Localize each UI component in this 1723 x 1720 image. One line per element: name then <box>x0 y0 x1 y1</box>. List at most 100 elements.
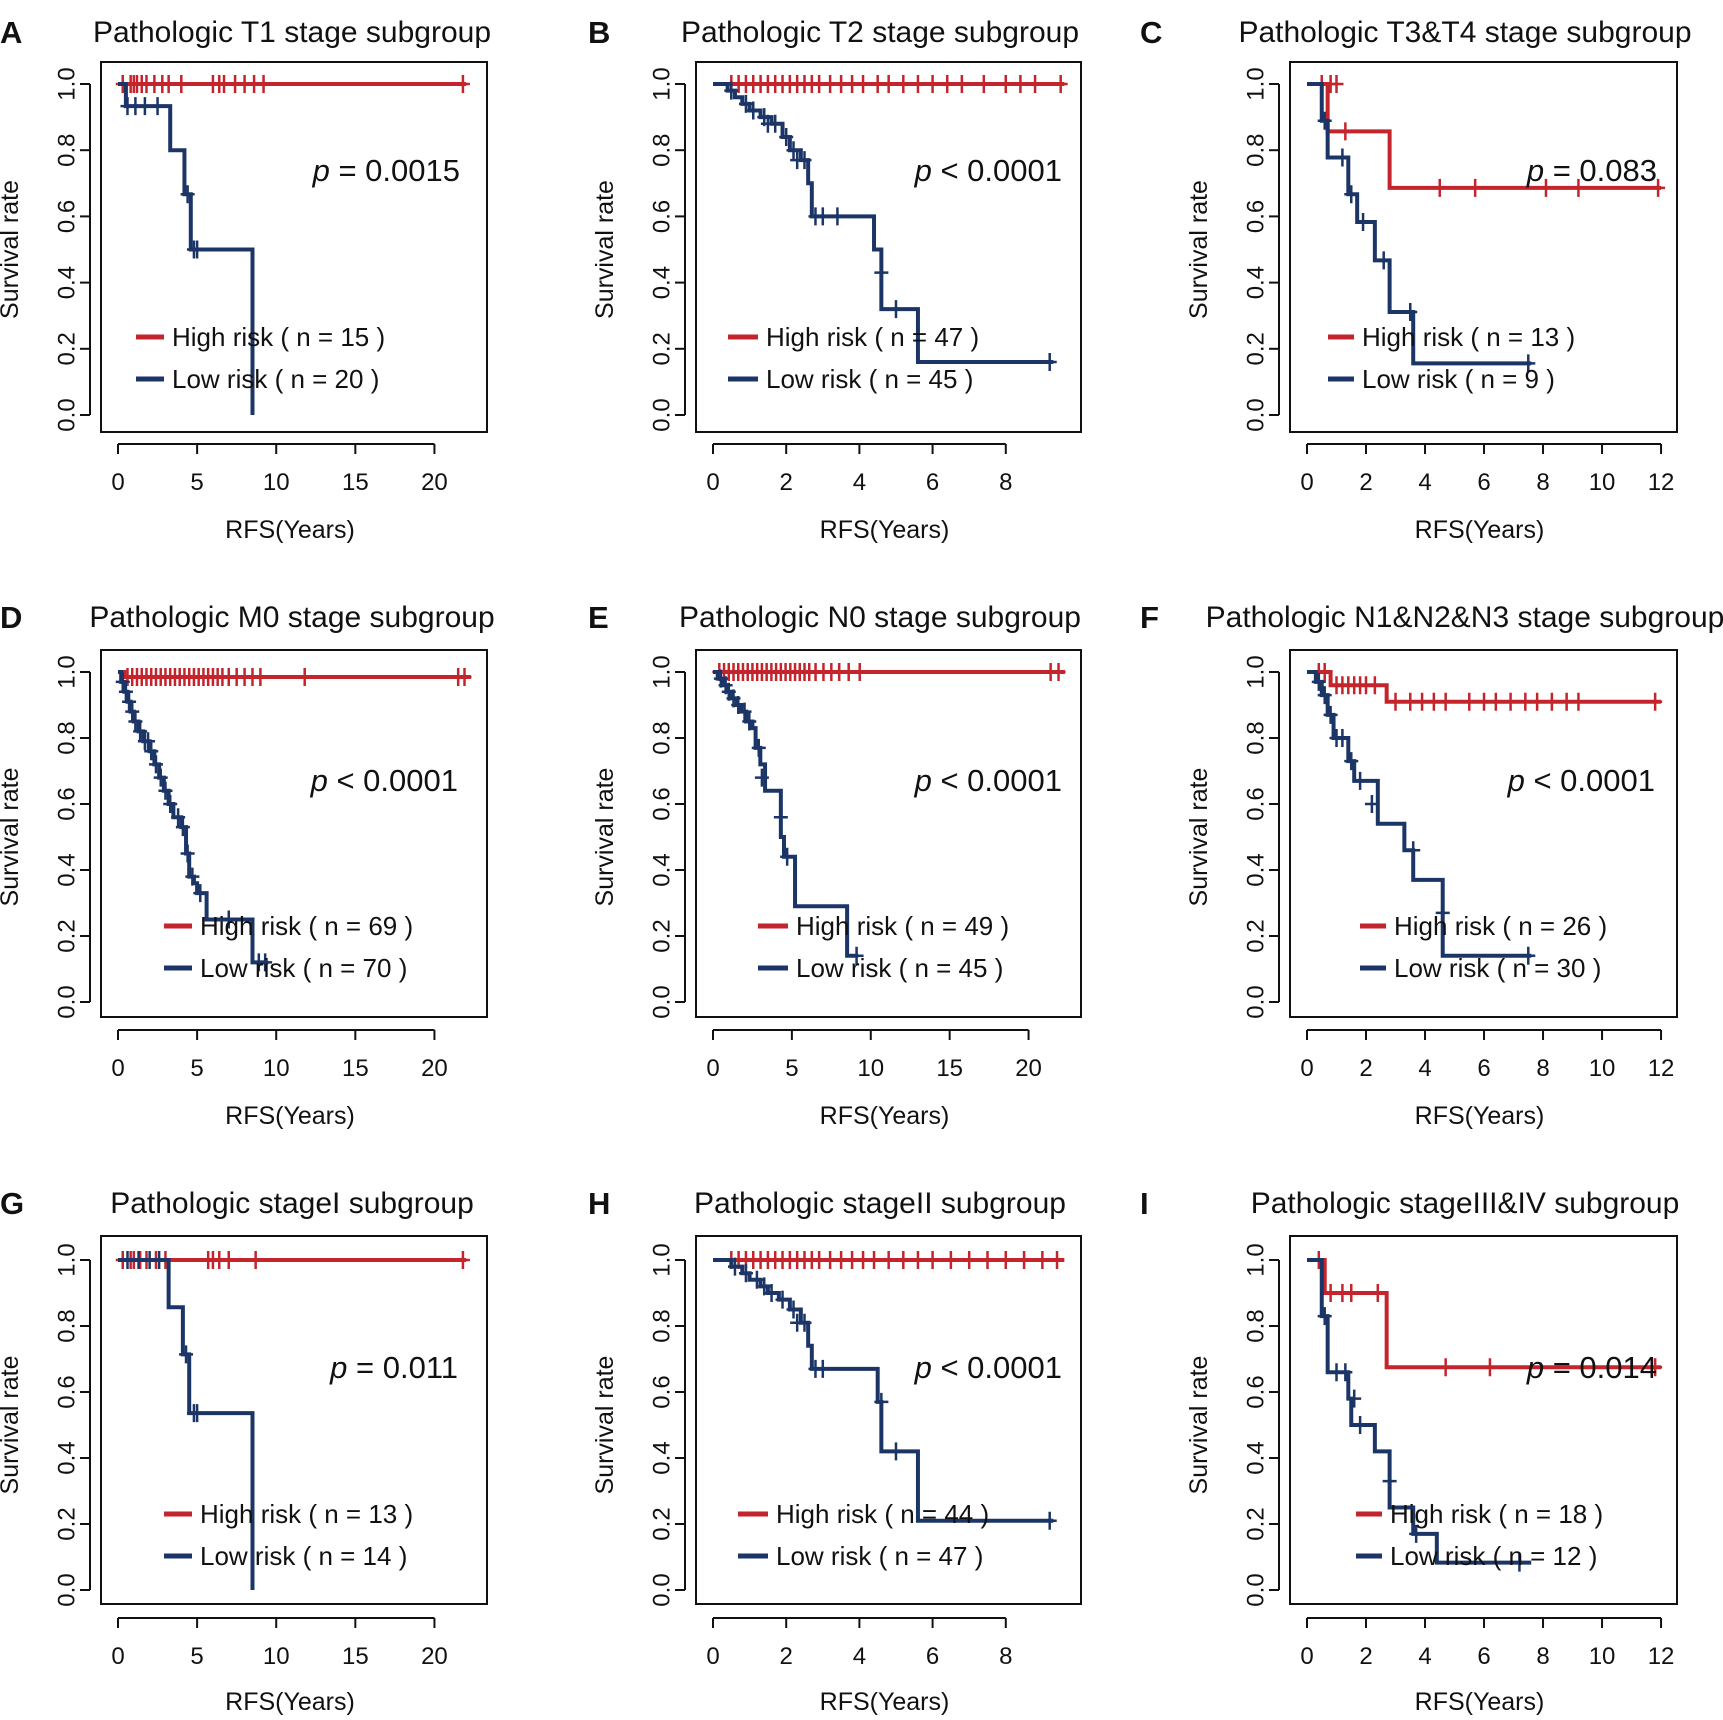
censor-mark <box>874 1392 889 1411</box>
chart-title: Pathologic T2 stage subgroup <box>681 16 1079 49</box>
plot-frame <box>695 649 1082 1018</box>
y-axis-title: Survival rate <box>591 180 619 319</box>
legend-label: Low risk ( n = 45 ) <box>766 364 973 394</box>
x-tick-label: 20 <box>1015 1055 1042 1082</box>
y-tick-label: 0.0 <box>1242 985 1269 1018</box>
censor-mark <box>1344 752 1359 771</box>
censor-mark <box>1356 213 1371 232</box>
censor-mark <box>1438 692 1453 711</box>
x-tick-label: 0 <box>111 1643 124 1670</box>
censor-mark <box>1353 771 1368 790</box>
legend-label: High risk ( n = 13 ) <box>200 1499 413 1529</box>
y-tick-label: 0.6 <box>1242 200 1269 233</box>
panel-letter: B <box>588 15 610 50</box>
censor-mark <box>1648 692 1663 711</box>
x-tick-label: 6 <box>926 469 939 496</box>
y-tick-label: 0.4 <box>1242 853 1269 886</box>
panel-f: F Pathologic N1&N2&N3 stage subgroup 0.0 0.… <box>1140 600 1723 1130</box>
censor-mark <box>976 75 991 93</box>
censor-mark <box>1426 692 1441 711</box>
plot-frame <box>1289 649 1678 1018</box>
censor-mark <box>455 1251 470 1269</box>
x-tick-label: 8 <box>1536 1643 1549 1670</box>
y-axis-title: Survival rate <box>0 768 24 907</box>
y-tick-label: 0.8 <box>648 721 675 754</box>
legend-label: Low risk ( n = 47 ) <box>776 1541 983 1571</box>
x-axis-title: RFS(Years) <box>1415 1102 1545 1130</box>
plot-frame <box>695 61 1082 433</box>
x-tick-label: 6 <box>926 1643 939 1670</box>
censor-mark <box>297 667 312 686</box>
legend-label: High risk ( n = 44 ) <box>776 1499 989 1529</box>
censor-mark <box>815 1359 830 1378</box>
censor-mark <box>1051 663 1066 681</box>
chart-title: Pathologic M0 stage subgroup <box>89 601 494 634</box>
censor-mark <box>1323 1284 1338 1302</box>
censor-mark <box>896 75 911 93</box>
censor-mark <box>118 682 133 701</box>
panel-g: G Pathologic stageI subgroup 0.0 0.2 0.4 0.6 0… <box>0 1186 488 1716</box>
censor-mark <box>1488 692 1503 711</box>
censor-mark <box>1406 841 1421 860</box>
y-tick-label: 0.8 <box>1242 1309 1269 1342</box>
y-tick-label: 0.0 <box>1242 1573 1269 1606</box>
p-value-text: < 0.0001 <box>932 763 1062 798</box>
censor-mark <box>724 81 739 100</box>
x-tick-label: 10 <box>263 469 290 496</box>
censor-mark <box>163 795 178 813</box>
x-tick-label: 5 <box>190 1055 203 1082</box>
p-value-symbol: p <box>914 153 932 188</box>
x-tick-label: 4 <box>853 469 866 496</box>
survival-curve-low-risk <box>713 1258 1054 1523</box>
x-tick-label: 6 <box>1477 1055 1490 1082</box>
censor-mark <box>1477 692 1492 711</box>
censor-mark <box>786 141 801 160</box>
x-tick-label: 15 <box>342 1643 369 1670</box>
x-axis-title: RFS(Years) <box>225 1102 355 1130</box>
y-tick-label: 0.6 <box>1242 1375 1269 1408</box>
censor-mark <box>221 1251 236 1269</box>
p-value-text: = 0.083 <box>1544 153 1657 188</box>
p-value-text: < 0.0001 <box>932 1350 1062 1385</box>
y-tick-label: 1.0 <box>648 1243 675 1276</box>
x-tick-label: 8 <box>1536 469 1549 496</box>
censor-mark <box>1462 692 1477 711</box>
legend-label: Low risk ( n = 70 ) <box>200 953 407 983</box>
y-axis-title: Survival rate <box>1185 1356 1213 1495</box>
x-axis-title: RFS(Years) <box>1415 516 1545 544</box>
censor-mark <box>797 1313 812 1332</box>
censor-mark <box>125 702 140 721</box>
censor-mark <box>1050 1251 1065 1269</box>
censor-mark <box>1432 178 1447 197</box>
panel-c: C Pathologic T3&T4 stage subgroup 0.0 0.2 0.… <box>1140 15 1692 544</box>
censor-mark <box>881 1251 896 1269</box>
censor-mark <box>1317 111 1332 130</box>
chart-title: Pathologic N1&N2&N3 stage subgroup <box>1206 601 1723 634</box>
plot-frame <box>100 1235 488 1605</box>
panel-letter: E <box>588 600 609 635</box>
y-tick-label: 1.0 <box>648 67 675 100</box>
panel-h: H Pathologic stageII subgroup 0.0 0.2 0.4 0.6… <box>588 1186 1082 1716</box>
p-value-symbol: p <box>329 1350 347 1385</box>
censor-mark <box>190 240 205 259</box>
censor-mark <box>980 1251 995 1269</box>
plot-frame <box>1289 1235 1678 1605</box>
p-value-symbol: p <box>310 763 328 798</box>
y-axis-title: Survival rate <box>0 180 24 319</box>
legend-label: Low risk ( n = 20 ) <box>172 364 379 394</box>
y-tick-label: 0.6 <box>53 787 80 820</box>
x-tick-label: 2 <box>1359 1055 1372 1082</box>
survival-curve-low-risk <box>118 82 255 415</box>
censor-mark <box>1403 692 1418 711</box>
censor-mark <box>888 300 903 319</box>
x-tick-label: 10 <box>263 1055 290 1082</box>
censor-mark <box>1364 795 1379 813</box>
y-tick-label: 0.2 <box>1242 332 1269 365</box>
censor-mark <box>849 946 864 965</box>
censor-mark <box>1329 75 1344 93</box>
censor-mark <box>780 847 795 866</box>
censor-mark <box>1317 1307 1332 1326</box>
panel-letter: G <box>0 1186 24 1221</box>
censor-mark <box>779 127 794 146</box>
chart-title: Pathologic stageI subgroup <box>110 1187 474 1220</box>
